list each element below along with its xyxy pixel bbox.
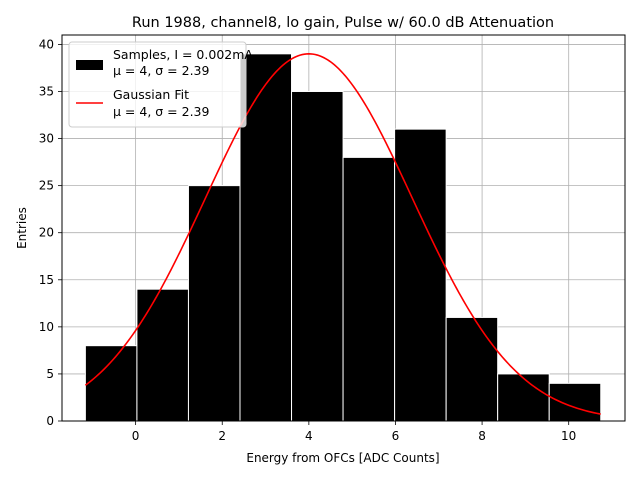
y-axis-label: Entries bbox=[15, 207, 29, 249]
histogram-bars bbox=[84, 53, 602, 422]
y-tick-label: 0 bbox=[46, 414, 54, 428]
y-tick-label: 40 bbox=[39, 37, 54, 51]
legend: Samples, I = 0.002mA μ = 4, σ = 2.39 Gau… bbox=[68, 41, 253, 128]
histogram-bar bbox=[394, 128, 447, 422]
histogram-bar bbox=[445, 316, 499, 422]
histogram-bar bbox=[239, 53, 293, 422]
y-tick-label: 35 bbox=[39, 84, 54, 98]
histogram-bar bbox=[84, 345, 138, 422]
axes: 0 2 4 6 8 10 0 5 10 15 20 25 30 35 40 bbox=[39, 34, 626, 443]
y-tick-label: 30 bbox=[39, 132, 54, 146]
histogram-bar bbox=[548, 382, 602, 422]
y-tick-label: 20 bbox=[39, 226, 54, 240]
x-tick-label: 2 bbox=[218, 429, 226, 443]
legend-box bbox=[68, 41, 247, 128]
x-tick-label: 0 bbox=[132, 429, 140, 443]
histogram-bar bbox=[291, 90, 344, 422]
x-tick-label: 10 bbox=[561, 429, 576, 443]
gaussian-fit bbox=[84, 53, 601, 415]
chart-title: Run 1988, channel8, lo gain, Pulse w/ 60… bbox=[132, 15, 554, 31]
y-tick-label: 10 bbox=[39, 320, 54, 334]
legend-fit-stats: μ = 4, σ = 2.39 bbox=[113, 104, 209, 119]
histogram-bar bbox=[187, 185, 241, 422]
x-tick-label: 6 bbox=[392, 429, 400, 443]
legend-histogram-stats: μ = 4, σ = 2.39 bbox=[113, 63, 209, 78]
y-tick-label: 15 bbox=[39, 273, 54, 287]
gaussian-fit-line bbox=[84, 53, 601, 415]
x-tick-label: 4 bbox=[305, 429, 313, 443]
y-tick-label: 5 bbox=[46, 367, 54, 381]
legend-histogram-label: Samples, I = 0.002mA bbox=[113, 47, 253, 62]
histogram-bar bbox=[497, 373, 550, 422]
histogram-bar bbox=[136, 288, 189, 422]
x-axis-label: Energy from OFCs [ADC Counts] bbox=[246, 451, 439, 465]
y-tick-label: 25 bbox=[39, 179, 54, 193]
legend-histogram-swatch bbox=[76, 60, 103, 70]
histogram-bar bbox=[342, 156, 396, 422]
legend-fit-label: Gaussian Fit bbox=[113, 87, 189, 102]
plot-frame bbox=[61, 34, 626, 422]
x-tick-label: 8 bbox=[478, 429, 486, 443]
